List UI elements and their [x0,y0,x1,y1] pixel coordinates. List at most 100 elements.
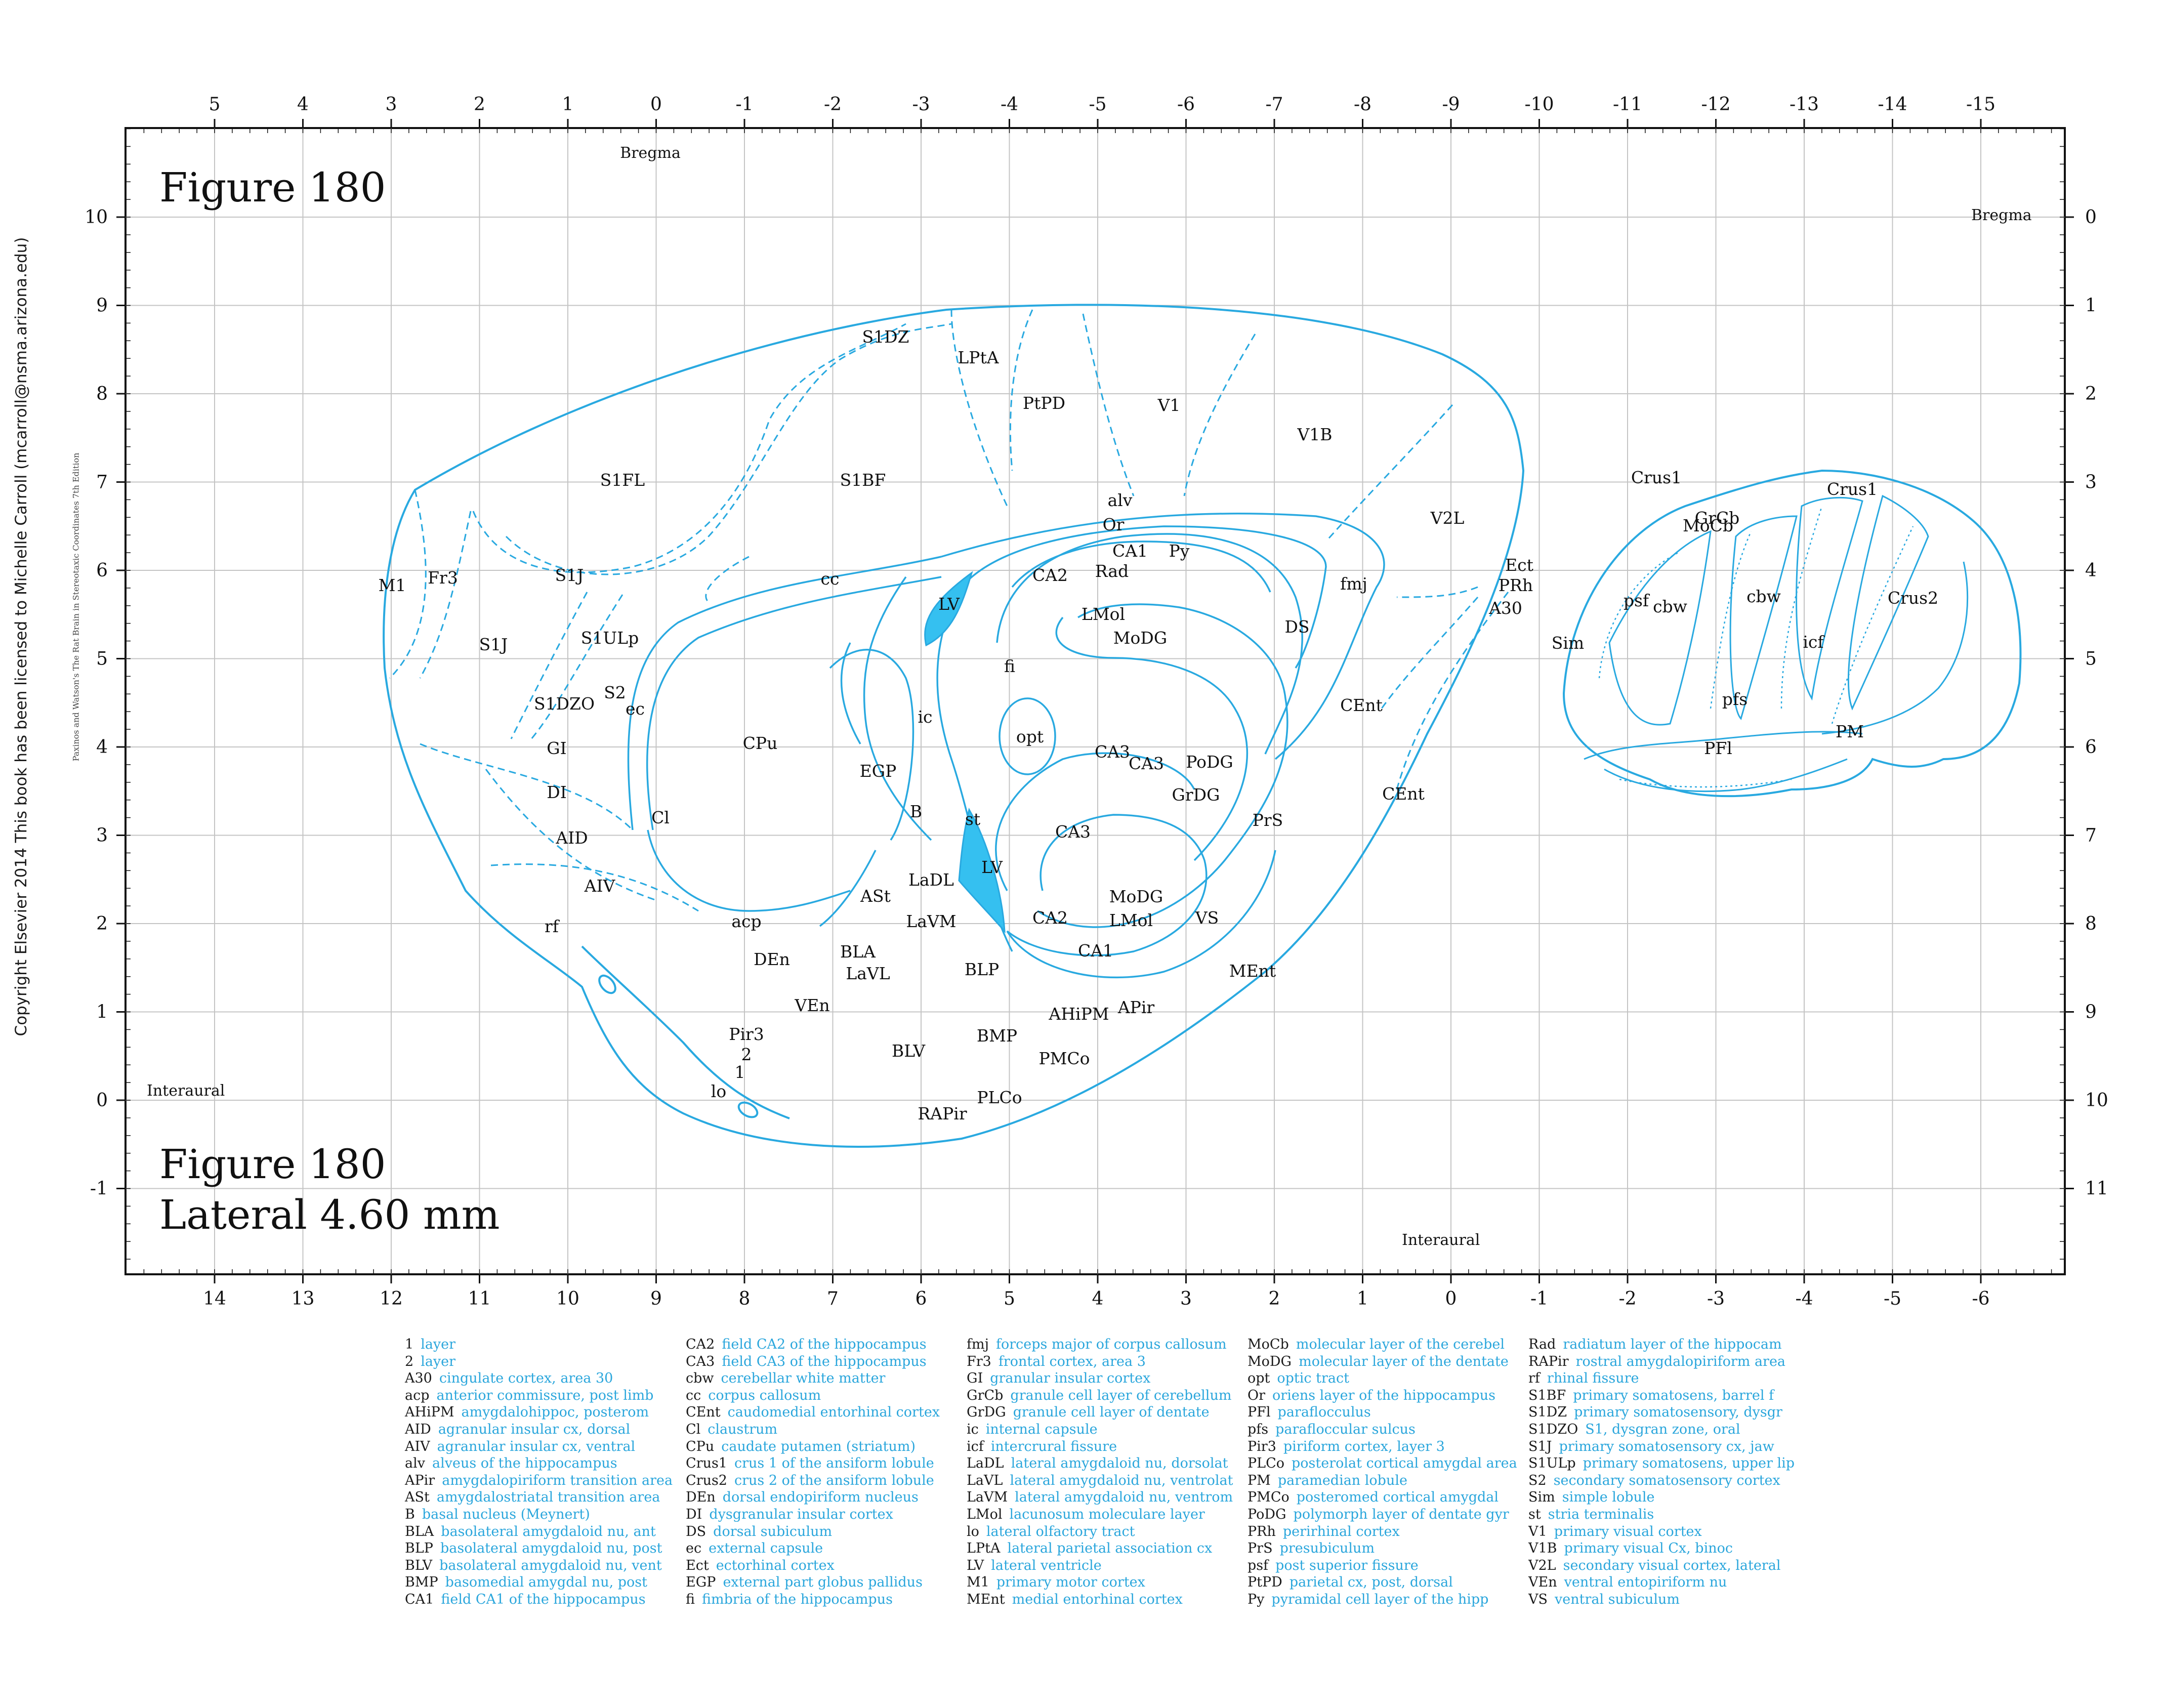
right-axis-label: 0 [2085,207,2097,228]
cerebellum-outline [1562,469,2022,798]
legend-abbr: PrS [1247,1540,1273,1557]
region-label-ca3: CA3 [1095,742,1130,762]
right-axis-label: 4 [2085,560,2097,581]
legend-description: layer [421,1337,456,1352]
lateral-measure: Lateral 4.60 mm [159,1191,500,1238]
lateral-ventricle-lower [958,808,1006,934]
legend-entry: ic internal capsule [967,1421,1233,1438]
region-label-cc: cc [821,569,840,589]
legend-entry: V1 primary visual cortex [1528,1523,1795,1540]
legend-entry: fmj forceps major of corpus callosum [967,1336,1233,1353]
right-axis-label: 1 [2085,296,2097,316]
legend-entry: psf post superior fissure [1247,1557,1517,1574]
region-label-ladl: LaDL [908,870,954,890]
region-label-lo: lo [711,1081,726,1101]
legend-description: caudomedial entorhinal cortex [727,1404,940,1421]
legend-abbr: V1 [1528,1523,1547,1539]
right-axis-label: 8 [2085,913,2097,934]
legend-description: pyramidal cell layer of the hipp [1271,1591,1489,1607]
bottom-axis-label: 7 [827,1288,839,1309]
region-label-ca1: CA1 [1112,541,1148,561]
legend-description: secondary visual cortex, lateral [1563,1557,1781,1573]
region-label-py: Py [1169,541,1190,561]
region-label-lavm: LaVM [906,911,956,931]
legend-description: frontal cortex, area 3 [998,1353,1146,1369]
region-label-pir3: Pir3 [729,1024,764,1044]
legend-abbr: acp [405,1387,430,1403]
cerebrum-outline [383,304,1525,1148]
right-axis-label: 5 [2085,649,2097,670]
legend-description: lacunosum moleculare layer [1009,1506,1205,1522]
region-label-bla: BLA [840,942,876,962]
region-label-s1dzo: S1DZO [534,694,595,714]
legend-description: paraflocculus [1277,1404,1371,1421]
region-label-2: 2 [741,1045,752,1064]
legend-abbr: RAPir [1528,1353,1569,1369]
region-label-lv: LV [981,857,1003,877]
legend-abbr: Fr3 [967,1353,991,1369]
legend-abbr: PFl [1247,1404,1271,1421]
bottom-axis-label: 1 [1357,1288,1368,1309]
legend-description: primary somatosensory, dysgr [1574,1404,1782,1421]
right-axis-label: 3 [2085,472,2097,493]
legend-description: field CA3 of the hippocampus [722,1353,927,1369]
region-label-opt: opt [1016,727,1044,746]
left-axis-label: 4 [96,737,108,758]
left-axis-label: 2 [96,913,108,934]
legend-entry: PrS presubiculum [1247,1540,1517,1557]
legend-abbr: pfs [1247,1421,1269,1437]
legend-abbr: cbw [686,1370,714,1387]
legend-description: dorsal subiculum [713,1523,833,1539]
legend-description: primary somatosens, upper lip [1583,1455,1795,1472]
legend-abbr: CPu [686,1438,715,1454]
legend-description: lateral olfactory tract [986,1523,1135,1539]
legend-description: oriens layer of the hippocampus [1272,1387,1495,1403]
region-label-grcb: GrCb [1695,508,1740,528]
region-label-st: st [965,809,980,829]
right-axis-label: 9 [2085,1002,2097,1023]
legend-description: lateral amygdaloid nu, dorsolat [1011,1455,1228,1472]
top-axis-label: 4 [297,94,309,115]
top-axis-label: -1 [735,94,753,115]
top-axis-label: 1 [562,94,574,115]
legend-abbr: alv [405,1455,425,1472]
region-label-fr3: Fr3 [428,568,458,588]
region-label-s1dz: S1DZ [862,327,909,347]
legend-entry: Or oriens layer of the hippocampus [1247,1387,1517,1404]
legend-column-3: fmj forceps major of corpus callosum Fr3 fr… [967,1336,1233,1608]
legend-entry: BLA basolateral amygdaloid nu, ant [405,1523,673,1540]
legend-abbr: PMCo [1247,1489,1290,1506]
region-label-bmp: BMP [977,1026,1017,1046]
legend-abbr: PoDG [1247,1506,1286,1522]
legend-entry: GI granular insular cortex [967,1370,1233,1387]
left-axis-label: 1 [96,1002,108,1023]
legend-column-4: MoCb molecular layer of the cerebel MoDG mo… [1247,1336,1517,1608]
legend-entry: PLCo posterolat cortical amygdal area [1247,1455,1517,1472]
legend-description: perirhinal cortex [1282,1523,1400,1539]
region-label-or: Or [1103,515,1125,534]
legend-entry: cc corpus callosum [686,1387,940,1404]
legend-entry: 1 layer [405,1336,673,1353]
legend-abbr: LaDL [967,1455,1004,1472]
legend-entry: S1J primary somatosensory cx, jaw [1528,1438,1795,1455]
legend-entry: Crus2 crus 2 of the ansiform lobule [686,1472,940,1489]
legend-entry: RAPir rostral amygdalopiriform area [1528,1353,1795,1370]
top-axis-label: -11 [1613,94,1642,115]
region-label-cent: CEnt [1340,695,1383,715]
legend-description: paramedian lobule [1277,1472,1407,1488]
legend-description: external part globus pallidus [723,1574,923,1591]
legend-abbr: CA3 [686,1353,715,1369]
legend-abbr: S2 [1528,1472,1547,1488]
legend-description: rostral amygdalopiriform area [1575,1353,1786,1369]
region-label-ca3: CA3 [1055,822,1091,842]
region-label-pfl: PFl [1704,738,1732,758]
legend-abbr: Sim [1528,1489,1555,1506]
legend-abbr: S1DZ [1528,1404,1567,1421]
legend-abbr: A30 [405,1370,432,1387]
legend-entry: LV lateral ventricle [967,1557,1233,1574]
legend-entry: alv alveus of the hippocampus [405,1455,673,1472]
legend-entry: V1B primary visual Cx, binoc [1528,1540,1795,1557]
region-label-ptpd: PtPD [1023,393,1065,413]
